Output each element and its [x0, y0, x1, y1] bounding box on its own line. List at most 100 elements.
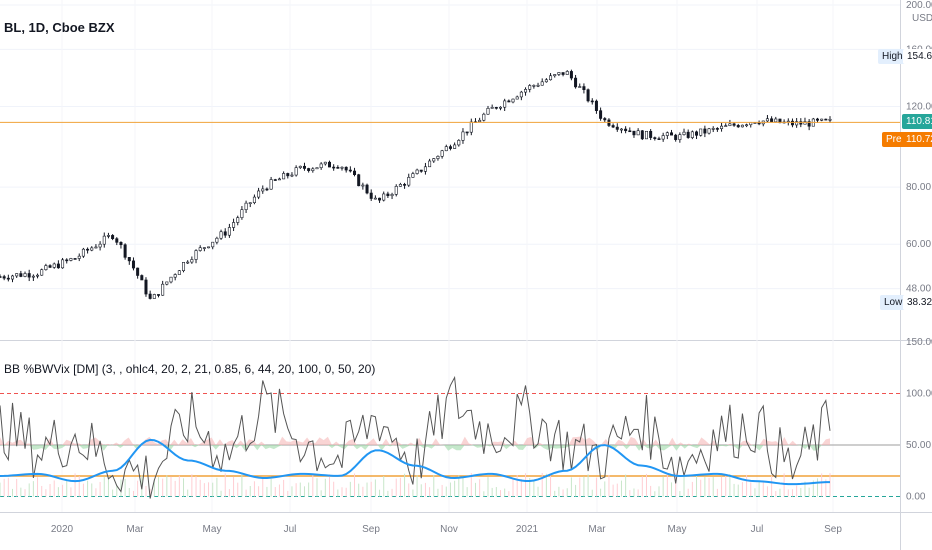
candle-body: [169, 276, 173, 283]
indicator-tick-label: 50.00: [906, 440, 931, 451]
candle-body: [628, 130, 632, 133]
candle-body: [6, 277, 10, 280]
candle-body: [544, 79, 548, 83]
candle-body: [27, 273, 31, 278]
candle-body: [715, 128, 719, 130]
candle-body: [690, 131, 694, 138]
candle-body: [198, 247, 202, 251]
candle-body: [540, 81, 544, 86]
candle-body: [73, 258, 77, 260]
candle-body: [790, 120, 794, 126]
bb-width-line: [0, 438, 831, 486]
candle-body: [503, 100, 507, 108]
time-tick-label: 2020: [51, 524, 74, 535]
candle-body: [482, 113, 486, 121]
candle-body: [223, 231, 227, 236]
candle-body: [536, 84, 540, 87]
candle-body: [177, 270, 181, 275]
candle-body: [594, 100, 598, 111]
candle-body: [315, 167, 319, 170]
candle-body: [265, 188, 269, 191]
candle-body: [44, 265, 48, 271]
candle-body: [373, 197, 377, 200]
candle-body: [127, 257, 131, 262]
candle-body: [815, 118, 819, 121]
indicator-title: BB %BWVix [DM] (3, , ohlc4, 20, 2, 21, 0…: [4, 362, 376, 376]
time-tick-label: Nov: [440, 524, 458, 535]
candle-body: [236, 217, 240, 223]
price-unit-label: USD: [912, 13, 932, 24]
price-tick-label: 200.00: [906, 0, 932, 11]
candle-body: [227, 227, 231, 236]
candle-body: [136, 267, 140, 276]
indicator-tick-label: 0.00: [906, 492, 926, 503]
candle-body: [0, 276, 2, 278]
candle-body: [795, 121, 799, 126]
candle-body: [290, 174, 294, 177]
indicator-axis: 150.00 100.00 50.00 0.00: [906, 337, 932, 503]
candle-body: [640, 130, 644, 140]
candle-body: [2, 276, 6, 279]
candle-body: [152, 294, 156, 299]
candle-body: [353, 170, 357, 175]
candle-body: [448, 146, 452, 149]
candle-body: [207, 246, 211, 249]
candle-body: [369, 192, 373, 199]
candle-body: [711, 128, 715, 130]
candle-body: [248, 202, 252, 204]
indicator-lines: [0, 375, 831, 499]
high-tag: High: [878, 49, 907, 64]
candle-body: [61, 259, 65, 269]
candle-body: [774, 118, 778, 123]
candle-body: [361, 184, 365, 187]
candle-body: [720, 125, 724, 129]
candle-body: [682, 131, 686, 135]
candle-body: [269, 179, 273, 190]
candle-body: [357, 174, 361, 187]
candle-body: [77, 255, 81, 259]
candle-body: [394, 186, 398, 195]
candle-body: [48, 265, 52, 268]
candle-body: [507, 100, 511, 103]
candle-body: [432, 158, 436, 162]
time-tick-label: Mar: [126, 524, 144, 535]
candle-body: [398, 184, 402, 187]
candle-body: [461, 131, 465, 141]
candle-body: [586, 89, 590, 102]
candle-body: [678, 134, 682, 140]
candle-body: [478, 119, 482, 123]
candle-body: [532, 85, 536, 87]
indicator-tick-label: 100.00: [906, 389, 932, 400]
time-tick-label: Sep: [824, 524, 842, 535]
candle-body: [94, 246, 98, 249]
indicator-green-band: [0, 445, 830, 451]
candle-body: [695, 131, 699, 136]
candle-body: [724, 125, 728, 127]
candle-body: [699, 128, 703, 136]
candle-body: [282, 173, 286, 180]
candle-body: [378, 197, 382, 201]
candle-body: [194, 250, 198, 260]
candle-body: [111, 235, 115, 239]
candle-body: [515, 96, 519, 100]
candle-body: [140, 275, 144, 281]
candle-body: [494, 107, 498, 109]
candle-body: [457, 140, 461, 146]
candle-body: [382, 193, 386, 201]
candle-body: [336, 167, 340, 169]
candle-body: [403, 184, 407, 186]
candle-body: [273, 179, 277, 181]
price-tick-label: 120.00: [906, 102, 932, 113]
candle-body: [102, 235, 106, 245]
candle-body: [661, 135, 665, 140]
candle-body: [240, 209, 244, 218]
candle-body: [803, 121, 807, 125]
candle-body: [56, 263, 60, 269]
candle-body: [428, 160, 432, 168]
time-tick-label: Jul: [751, 524, 764, 535]
candle-body: [15, 273, 19, 277]
candle-body: [115, 238, 119, 243]
price-tick-label: 48.00: [906, 284, 931, 295]
candle-body: [469, 121, 473, 133]
